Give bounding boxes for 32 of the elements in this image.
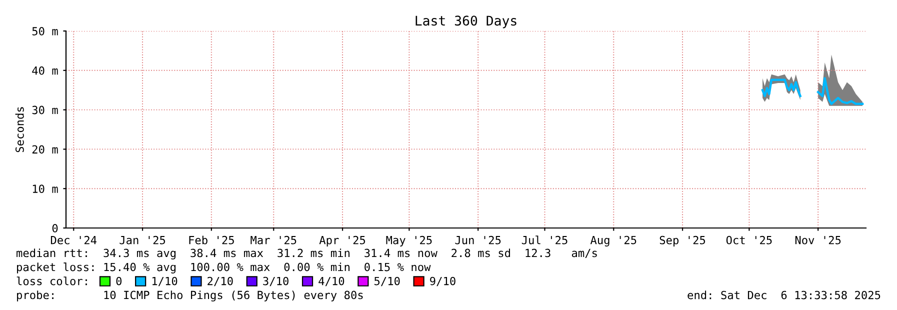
x-tick-label: Oct '25 <box>726 236 772 244</box>
x-tick-label: Jan '25 <box>120 236 166 244</box>
legend-label: 2/10 <box>208 276 233 286</box>
legend-title: loss color: <box>16 276 87 286</box>
x-tick-label: Mar '25 <box>250 236 296 244</box>
legend-label: 4/10 <box>318 276 344 286</box>
y-tick-label: 20 m <box>32 145 58 154</box>
y-tick-label: 50 m <box>32 27 58 36</box>
x-tick-label: Jun '25 <box>455 236 501 244</box>
x-tick-label: Aug '25 <box>590 236 636 246</box>
legend-label: 5/10 <box>374 276 400 286</box>
x-tick-label: Nov '25 <box>795 236 841 244</box>
x-tick-label: Jul '25 <box>522 236 568 244</box>
x-tick-label: Dec '24 <box>50 236 97 244</box>
chart-title: Last 360 Days <box>416 16 516 28</box>
y-tick-label: 30 m <box>32 106 58 114</box>
y-tick-label: 10 m <box>32 184 58 194</box>
text: median rtt: 34.3 ms avg 38.4 ms max 31.2 ms min 31.4 ms now 2.8 ms sd 12.3 am/s <box>16 248 597 260</box>
legend-label: 3/10 <box>263 276 288 286</box>
text: packet loss: 15.40 % avg 100.00 % max 0.00 % min 0.15 % now <box>17 262 431 274</box>
legend-label: 1/10 <box>152 276 178 286</box>
legend-label: 9/10 <box>430 276 456 286</box>
x-tick-label: Apr '25 <box>319 236 366 246</box>
y-tick-label: 0 <box>52 224 58 232</box>
y-tick-label: 40 m <box>32 66 58 75</box>
x-tick-label: May '25 <box>386 236 432 246</box>
x-tick-label: Sep '25 <box>660 236 706 246</box>
x-tick-label: Feb '25 <box>189 236 234 244</box>
text: probe: 10 ICMP Echo Pings (56 Bytes) every 80s <box>17 290 363 302</box>
y-axis-title: Seconds <box>15 107 24 152</box>
text: end: Sat Dec 6 13:33:58 2025 <box>688 290 880 300</box>
legend-label: 0 <box>116 276 122 286</box>
